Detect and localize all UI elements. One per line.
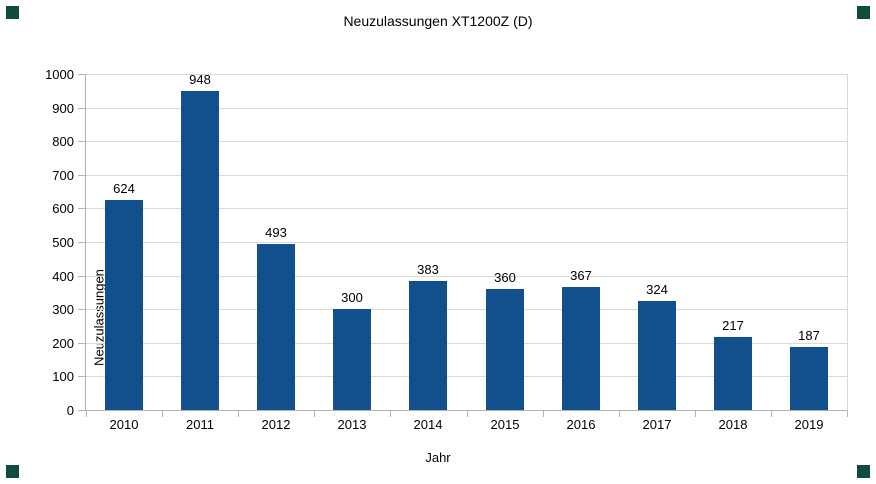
gridline: [86, 108, 847, 109]
x-tick-label: 2016: [566, 417, 596, 432]
y-axis-tick: [78, 74, 86, 75]
x-axis-tick: [238, 411, 239, 417]
y-tick-label: 900: [52, 101, 74, 116]
bar-value-label: 493: [265, 225, 287, 240]
bar-2018[interactable]: [714, 337, 752, 410]
y-axis-tick: [78, 343, 86, 344]
bar-2011[interactable]: [181, 91, 219, 410]
y-tick-label: 0: [66, 403, 74, 418]
x-tick-label: 2014: [413, 417, 443, 432]
bar-value-label: 187: [798, 328, 820, 343]
bar-2010[interactable]: [105, 200, 143, 410]
y-tick-label: 300: [52, 302, 74, 317]
bar-2016[interactable]: [562, 287, 600, 410]
bar-value-label: 324: [646, 282, 668, 297]
gridline: [86, 208, 847, 209]
x-tick-label: 2015: [490, 417, 520, 432]
y-axis-tick: [78, 108, 86, 109]
y-tick-label: 600: [52, 201, 74, 216]
bar-2012[interactable]: [257, 244, 295, 410]
y-axis-tick: [78, 175, 86, 176]
bar-2014[interactable]: [409, 281, 447, 410]
gridline: [86, 376, 847, 377]
y-axis-tick: [78, 376, 86, 377]
gridline: [86, 276, 847, 277]
y-axis-tick: [78, 276, 86, 277]
gridline: [86, 175, 847, 176]
x-axis-tick: [162, 411, 163, 417]
y-tick-label: 100: [52, 369, 74, 384]
selection-handle-top-left[interactable]: [6, 6, 19, 19]
gridline: [86, 74, 847, 75]
bar-value-label: 300: [341, 290, 363, 305]
chart-title: Neuzulassungen XT1200Z (D): [343, 13, 533, 29]
x-axis-tick: [543, 411, 544, 417]
bar-2017[interactable]: [638, 301, 676, 410]
x-axis-tick: [771, 411, 772, 417]
bar-value-label: 624: [113, 181, 135, 196]
x-tick-label: 2019: [794, 417, 824, 432]
gridline: [86, 242, 847, 243]
x-axis-tick: [390, 411, 391, 417]
x-axis-tick: [619, 411, 620, 417]
x-tick-label: 2018: [718, 417, 748, 432]
gridline: [86, 141, 847, 142]
x-axis-title: Jahr: [425, 450, 451, 465]
x-tick-label: 2017: [642, 417, 672, 432]
x-axis-tick: [847, 411, 848, 417]
bar-2019[interactable]: [790, 347, 828, 410]
selection-handle-top-right[interactable]: [857, 6, 870, 19]
bar-value-label: 383: [417, 262, 439, 277]
x-axis-tick: [467, 411, 468, 417]
y-axis-tick: [78, 141, 86, 142]
bar-value-label: 367: [570, 268, 592, 283]
gridline: [86, 309, 847, 310]
bar-value-label: 360: [494, 270, 516, 285]
bar-value-label: 217: [722, 318, 744, 333]
plot-area: Neuzulassungen 0 100 200 300 400 500 600 700 800…: [45, 68, 848, 432]
selection-handle-bottom-left[interactable]: [6, 465, 19, 478]
selection-handle-bottom-right[interactable]: [857, 465, 870, 478]
y-tick-label: 400: [52, 269, 74, 284]
x-axis-tick: [86, 411, 87, 417]
y-axis-tick: [78, 242, 86, 243]
bar-2013[interactable]: [333, 309, 371, 410]
bar-value-label: 948: [189, 72, 211, 87]
y-axis-tick: [78, 208, 86, 209]
y-tick-label: 200: [52, 336, 74, 351]
x-axis-tick: [314, 411, 315, 417]
bar-2015[interactable]: [486, 289, 524, 410]
x-tick-label: 2011: [186, 417, 214, 432]
y-tick-label: 500: [52, 235, 74, 250]
y-tick-label: 700: [52, 168, 74, 183]
x-tick-label: 2013: [337, 417, 367, 432]
x-axis-tick: [695, 411, 696, 417]
gridline: [86, 343, 847, 344]
y-axis-tick: [78, 309, 86, 310]
y-axis-tick: [78, 410, 86, 411]
x-tick-label: 2010: [109, 417, 139, 432]
x-tick-label: 2012: [261, 417, 291, 432]
y-tick-label: 800: [52, 134, 74, 149]
y-tick-label: 1000: [45, 67, 74, 82]
